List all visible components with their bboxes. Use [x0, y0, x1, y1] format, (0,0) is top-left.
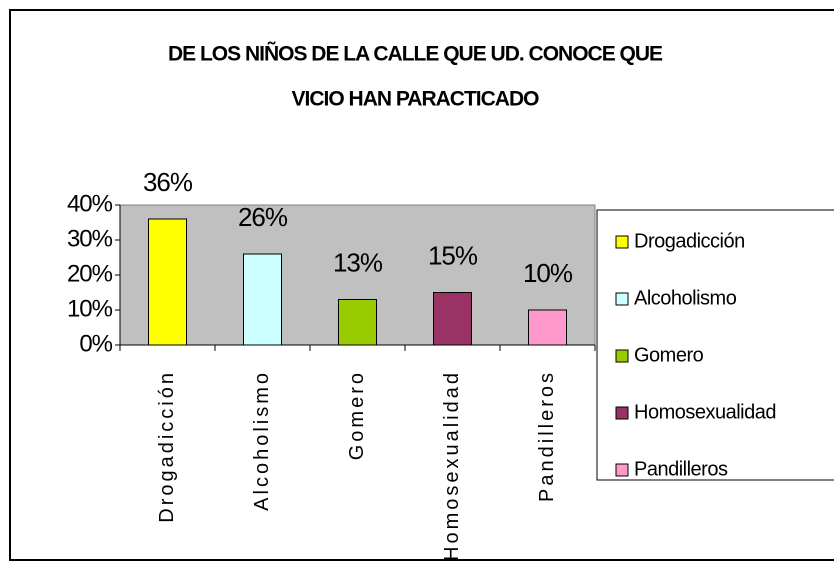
legend-swatch	[615, 292, 629, 306]
bar	[338, 299, 377, 346]
value-label: 15%	[428, 240, 478, 270]
value-label: 13%	[333, 247, 383, 277]
chart-title: DE LOS NIÑOS DE LA CALLE QUE UD. CONOCE …	[168, 43, 663, 66]
y-tick-label: 0%	[79, 330, 112, 357]
chart-title: VICIO HAN PARACTICADO	[292, 88, 540, 111]
legend-label: Drogadicción	[634, 230, 745, 252]
legend-swatch	[615, 406, 629, 420]
legend-label: Pandilleros	[634, 458, 728, 480]
x-tick-label: Gomero	[346, 370, 368, 460]
y-tick-label: 10%	[67, 295, 113, 322]
legend-label: Homosexualidad	[634, 401, 776, 423]
x-tick-label: Pandilleros	[536, 370, 558, 502]
value-label: 36%	[143, 167, 193, 197]
y-tick-label: 30%	[67, 225, 113, 252]
bar	[243, 253, 282, 346]
value-label: 26%	[238, 202, 288, 232]
bar	[148, 218, 187, 346]
legend-label: Gomero	[634, 344, 704, 366]
legend-swatch	[615, 349, 629, 363]
value-label: 10%	[523, 258, 573, 288]
legend-box	[596, 209, 834, 481]
legend-label: Alcoholismo	[634, 287, 737, 309]
y-tick-label: 20%	[67, 260, 113, 287]
x-tick-label: Alcoholismo	[251, 370, 273, 511]
bar	[528, 309, 567, 346]
legend-swatch	[615, 235, 629, 249]
y-tick-label: 40%	[67, 190, 113, 217]
legend-swatch	[615, 463, 629, 477]
x-tick-label: Homosexualidad	[441, 370, 463, 561]
x-tick-label: Drogadicción	[156, 370, 178, 523]
bar	[433, 292, 472, 346]
